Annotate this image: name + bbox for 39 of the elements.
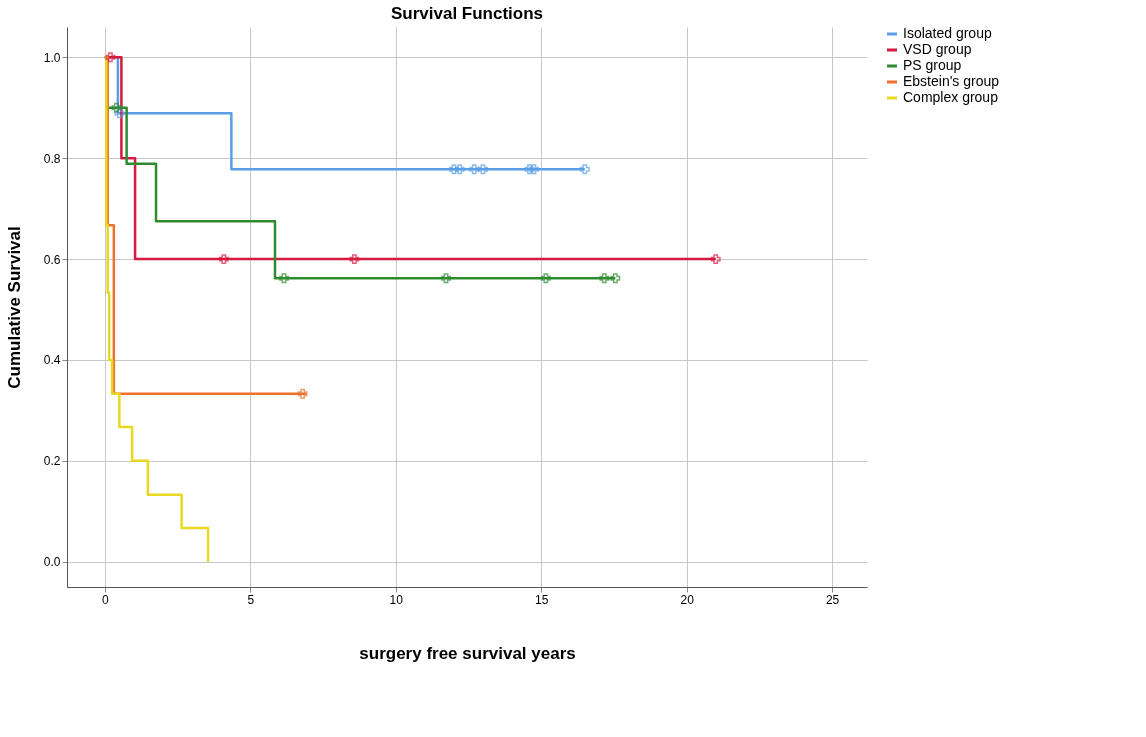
point <box>610 273 621 284</box>
y-tick-label: 0.6 <box>43 252 61 267</box>
y-tick-label: 0.4 <box>43 353 61 368</box>
point <box>114 108 125 119</box>
point <box>478 164 488 175</box>
y-tick-label: 0.8 <box>43 151 61 166</box>
x-tick-label: 25 <box>825 592 840 607</box>
y-tick-label: 0.0 <box>43 555 61 570</box>
point <box>710 254 721 265</box>
legend-label: VSD group <box>903 41 972 57</box>
x-axis-title: surgery free survival years <box>359 643 576 663</box>
point <box>579 164 590 175</box>
point <box>524 164 535 175</box>
point <box>540 273 551 284</box>
point <box>441 273 451 284</box>
legend-label: PS group <box>903 57 962 73</box>
point <box>279 273 289 284</box>
point <box>599 273 610 284</box>
chart-title: Survival Functions <box>390 4 544 23</box>
x-tick-label: 20 <box>680 592 695 607</box>
y-tick-label: 0.2 <box>43 454 61 469</box>
point <box>469 164 480 175</box>
legend-label: Ebstein's group <box>903 73 1000 89</box>
point <box>111 102 122 113</box>
x-tick-label: 0 <box>101 592 109 607</box>
legend-label: Isolated group <box>903 25 992 41</box>
x-tick-label: 10 <box>389 592 404 607</box>
point <box>349 254 360 265</box>
point <box>297 388 308 399</box>
point <box>105 52 116 63</box>
legend-label: Complex group <box>903 89 999 105</box>
y-axis-title: Cumulative Survival <box>4 226 24 389</box>
x-tick-label: 5 <box>247 592 255 607</box>
point <box>448 164 459 175</box>
point <box>528 164 539 175</box>
point <box>218 254 229 265</box>
x-tick-label: 15 <box>535 592 549 607</box>
point <box>454 164 465 175</box>
y-tick-label: 1.0 <box>43 50 61 65</box>
